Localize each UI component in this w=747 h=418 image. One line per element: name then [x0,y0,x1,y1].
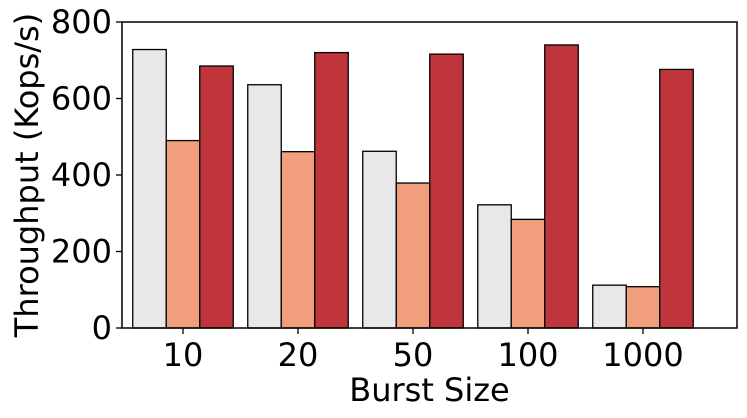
bar-10-series-3 [199,65,234,329]
bar-10-series-1 [132,48,167,329]
plot-frame [121,21,738,329]
bar-50-series-2 [395,182,431,329]
x-tick-label: 100 [497,336,558,374]
bar-1000-series-1 [592,284,627,329]
y-tick-label: 600 [51,80,112,118]
y-tick-label: 800 [51,3,112,41]
y-tick-label: 200 [51,233,112,271]
x-tick-label: 10 [163,336,204,374]
x-tick-label: 50 [393,336,434,374]
bar-10-series-2 [165,139,201,329]
x-tick-label: 20 [278,336,319,374]
y-tick-label: 400 [51,156,112,194]
y-tick-label: 0 [92,309,112,347]
bar-100-series-1 [477,204,512,329]
y-axis-label: Throughput (Kops/s) [8,13,46,338]
bar-1000-series-2 [625,286,661,329]
y-axis-ticks: 0 200 400 600 800 [51,3,122,347]
bar-50-series-3 [429,53,464,329]
bar-50-series-1 [362,150,397,329]
bar-100-series-3 [544,44,579,329]
bar-1000-series-3 [659,68,694,329]
bar-20-series-1 [247,84,282,329]
bars-group [132,44,694,329]
x-tick-label: 1000 [602,336,683,374]
x-axis-label: Burst Size [349,371,509,409]
bar-20-series-2 [280,151,316,329]
x-axis-ticks: 10 20 50 100 1000 [163,328,684,374]
bar-20-series-3 [314,51,349,329]
bar-100-series-2 [510,218,546,329]
